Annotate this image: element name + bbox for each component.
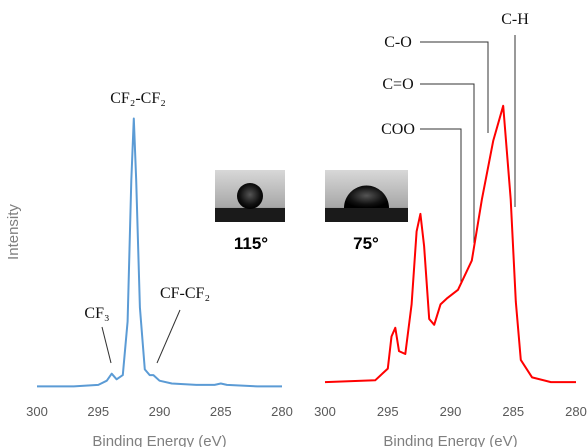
leader-line [101,326,112,364]
annotation: COO [381,121,415,138]
x-tick-label: 300 [26,404,48,419]
droplet-image [215,170,285,222]
x-tick-label: 290 [149,404,171,419]
droplet-image [325,170,408,222]
x-axis-label: Binding Energy (eV) [92,433,226,447]
leader-line [156,309,181,364]
x-tick-label: 300 [314,404,336,419]
x-tick-label: 295 [87,404,109,419]
x-tick-label: 295 [377,404,399,419]
leader-line [420,128,462,282]
annotation: C-O [384,34,412,51]
annotation: CF₂-CF₂ [110,90,166,107]
x-tick-label: 285 [210,404,232,419]
x-tick-label: 280 [271,404,293,419]
annotation: CF₃ [84,305,109,322]
x-axis-label: Binding Energy (eV) [383,433,517,447]
leader-line [420,83,475,243]
annotation: C-H [501,11,529,28]
y-axis-label: Intensity [5,204,22,260]
annotation: CF-CF₂ [160,285,210,302]
leader-line [420,41,489,133]
spectrum-line [324,104,576,384]
x-tick-label: 290 [440,404,462,419]
contact-angle: 75° [353,234,379,253]
x-tick-label: 285 [502,404,524,419]
annotation: C=O [382,76,413,93]
x-tick-label: 280 [565,404,587,419]
spectrum-line [37,117,282,388]
contact-angle: 115° [234,234,268,253]
